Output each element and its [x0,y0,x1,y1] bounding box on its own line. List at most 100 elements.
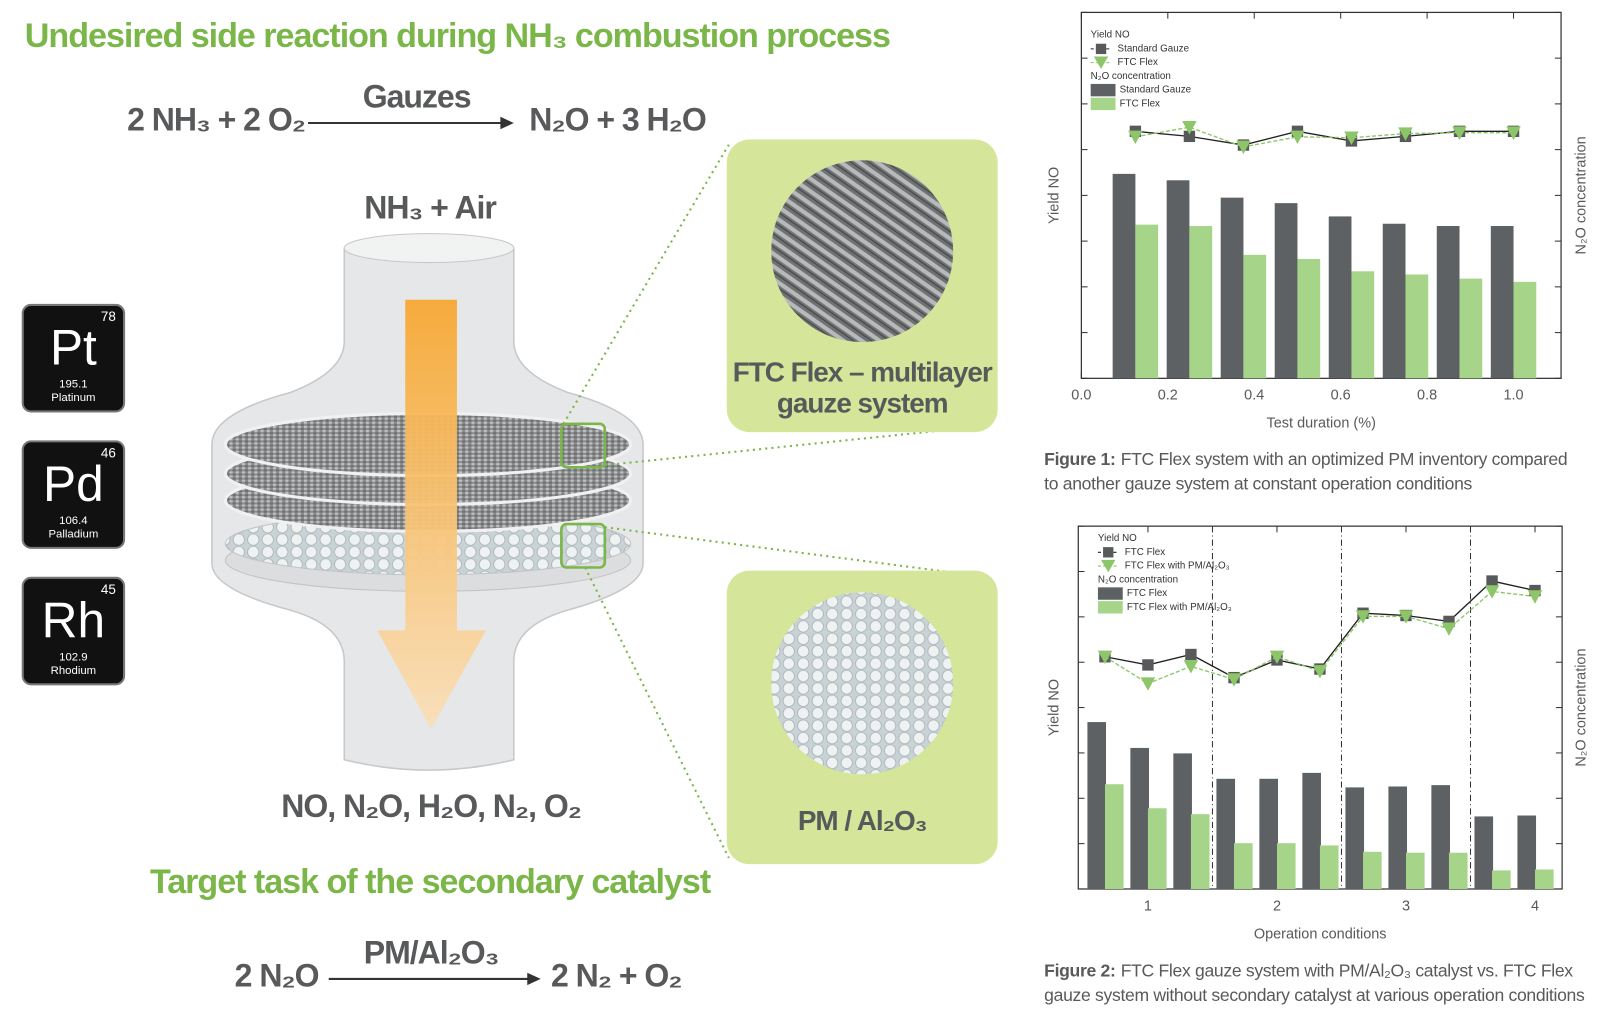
marker-triangle [1226,673,1242,687]
bar [1216,778,1236,889]
marker-triangle [1128,130,1143,145]
x-tick-label: 0.0 [1071,388,1091,404]
legend-label: FTC Flex [1127,588,1167,599]
bar [1363,851,1382,889]
legend-header: N₂O concentration [1098,574,1178,585]
element-number: 45 [101,582,116,597]
legend-label: FTC Flex [1125,547,1165,558]
bar [1459,278,1483,379]
callout-label: gauze system [777,388,948,419]
x-axis-label: Test duration (%) [1267,416,1376,432]
legend-swatch [1090,83,1116,97]
element-name: Palladium [48,528,98,540]
bar [1490,226,1514,379]
reaction-catalyst: Gauzes [363,79,471,115]
bar [1259,778,1279,889]
chart: 1 2 3 4 Operation conditions Yield NO N₂O conc… [1044,525,1590,1005]
bar [1302,772,1321,889]
caption: Figure 2: FTC Flex gauze system with PM/A… [1044,960,1573,980]
bar [1492,870,1511,889]
bar [1448,852,1468,889]
bar [1243,254,1267,379]
element-tile: 78 Pt 195.1 Platinum [21,303,126,413]
zoom-box [560,422,607,469]
bar [1220,197,1244,379]
element-mass: 102.9 [59,651,87,663]
bar [1190,814,1210,889]
bar [1173,753,1192,889]
marker-square [1486,575,1498,587]
y2-axis-label: N₂O concentration [1574,648,1590,766]
legend-marker [1095,43,1107,55]
element-number: 78 [101,309,116,324]
legend-header: Yield NO [1098,533,1137,544]
legend-label: Standard Gauze [1120,85,1192,96]
legend-marker [1101,559,1116,573]
bar [1087,722,1107,889]
marker-triangle [1269,650,1285,665]
reaction-catalyst: PM/Al₂O₃ [364,935,499,971]
legend-label: FTC Flex [1120,98,1160,109]
bar [1431,785,1450,889]
legend-label: FTC Flex [1118,57,1158,68]
element-name: Rhodium [51,665,96,677]
callout-label: PM / Al₂O₃ [798,805,927,836]
legend-swatch [1090,97,1116,111]
reactor-top [343,233,515,264]
bar [1297,258,1321,379]
bar [1130,747,1149,889]
y-axis-label: Yield NO [1046,679,1062,736]
title: Undesired side reaction during NH₃ combu… [25,17,890,55]
inlet-label: NH₃ + Air [364,189,496,225]
legend-swatch [1097,587,1123,600]
bar [1166,180,1190,379]
bar [1112,173,1136,379]
element-symbol: Pd [43,456,104,512]
reaction-right: N₂O + 3 H₂O [529,101,706,137]
bar [1535,869,1554,889]
element-tile: 46 Pd 106.4 Palladium [21,440,126,549]
arrow-head [527,972,541,986]
marker-triangle [1312,665,1328,679]
marker-triangle [1182,121,1197,135]
marker-triangle [1527,590,1543,604]
bar [1345,787,1365,889]
bar [1189,226,1213,379]
bar [1405,852,1425,889]
x-tick-label: 1.0 [1503,388,1523,404]
arrow-head [500,116,514,130]
marker-triangle [1398,610,1414,624]
bar [1104,784,1124,889]
marker-triangle [1506,126,1521,140]
x-tick-label: 0.8 [1417,388,1437,404]
x-tick-label: 4 [1531,898,1539,914]
flow-arrow [377,299,486,729]
bar [1436,226,1460,379]
bar [1517,815,1537,889]
marker-triangle [1183,660,1199,674]
element-number: 46 [101,445,116,460]
bar [1135,224,1159,379]
marker-square [1142,659,1154,671]
marker-square [1183,130,1196,143]
marker-triangle [1355,610,1371,624]
reaction-left: 2 N₂O [235,957,319,993]
x-tick-label: 0.4 [1244,388,1264,404]
marker-triangle [1290,130,1305,145]
x-tick-label: 1 [1144,898,1152,914]
y-axis-label: Yield NO [1046,167,1062,224]
marker-square [1185,648,1197,661]
legend-label: FTC Flex with PM/Al₂O₃ [1125,561,1230,572]
reaction-left: 2 NH₃ + 2 O₂ [127,101,305,137]
caption: to another gauze system at constant oper… [1044,473,1472,493]
x-tick-label: 0.2 [1158,388,1178,404]
x-tick-label: 3 [1402,898,1410,914]
marker-square [1443,615,1455,628]
x-axis-label: Operation conditions [1254,926,1387,942]
bar [1513,281,1537,379]
marker-triangle [1452,126,1467,140]
marker-triangle [1097,650,1113,665]
marker-triangle [1236,140,1251,155]
legend-header: N₂O concentration [1091,71,1171,82]
bar [1319,845,1339,889]
